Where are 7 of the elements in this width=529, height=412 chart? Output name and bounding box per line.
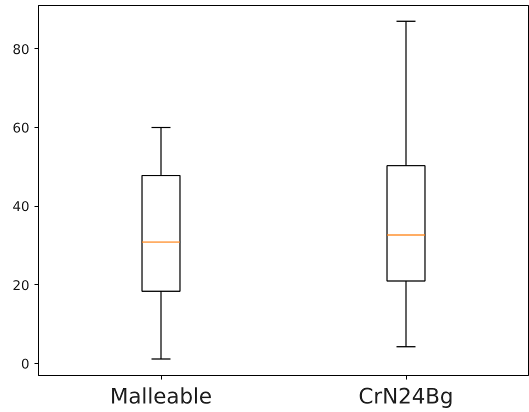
x-tick-label: Malleable — [110, 384, 212, 410]
y-tick-label: 0 — [21, 358, 30, 373]
x-tick-label: CrN24Bg — [358, 384, 454, 410]
y-tick-label: 20 — [12, 278, 30, 294]
y-tick-label: 80 — [12, 42, 30, 58]
y-tick-label: 40 — [12, 200, 30, 216]
y-tick-label: 60 — [12, 122, 30, 137]
